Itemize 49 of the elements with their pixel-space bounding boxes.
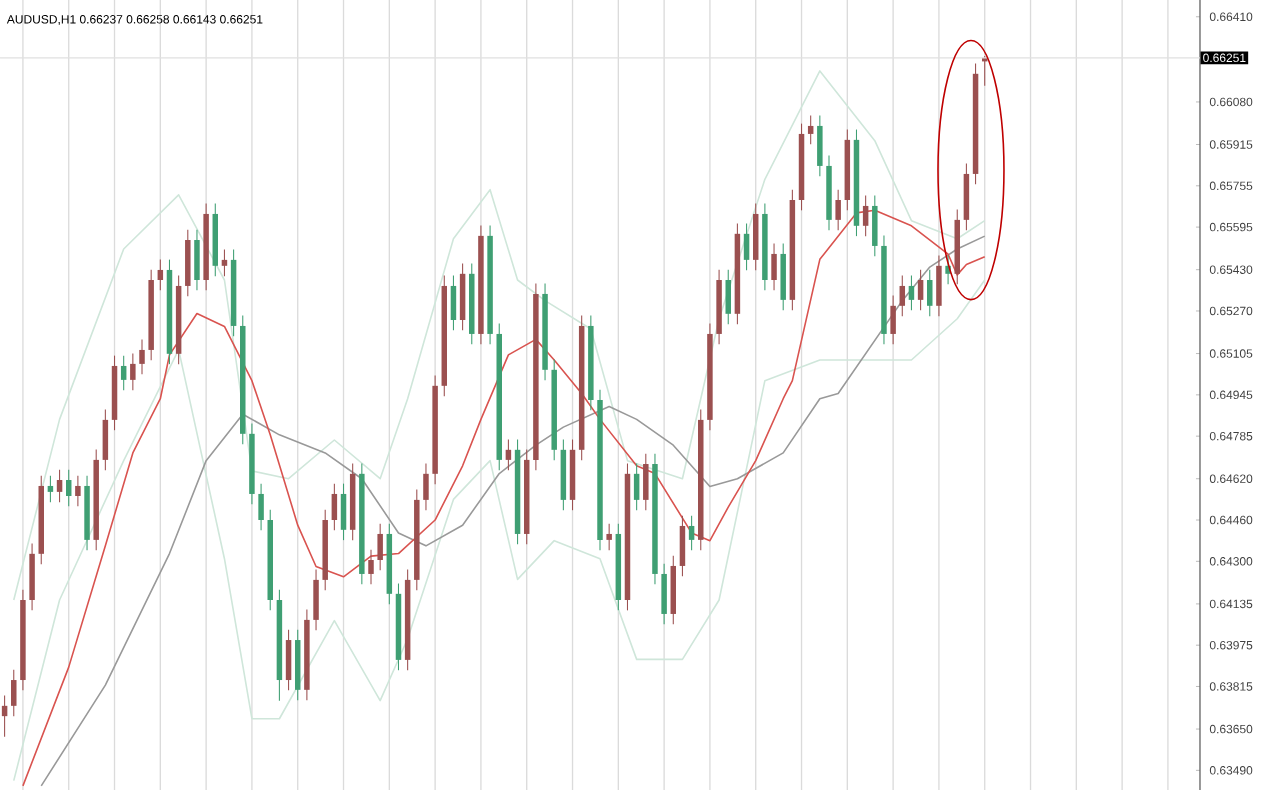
candlestick (29, 542, 35, 611)
candlestick (185, 229, 191, 297)
candlestick (313, 569, 319, 631)
candlestick (65, 469, 72, 507)
candlestick (221, 249, 228, 277)
candlestick (771, 243, 777, 291)
candlestick (331, 483, 338, 531)
candlestick (423, 462, 429, 511)
candlestick (633, 462, 640, 511)
candlestick (450, 275, 457, 331)
candlestick (459, 262, 466, 331)
candlestick (368, 549, 374, 585)
candlestick (936, 254, 942, 317)
candlestick (752, 203, 759, 271)
candlestick (75, 475, 81, 507)
candlestick (890, 294, 896, 345)
candlestick (56, 469, 63, 503)
candlestick (743, 222, 750, 271)
candlestick (377, 523, 383, 571)
candlestick (340, 483, 347, 541)
candlestick (157, 259, 164, 291)
candlestick (661, 563, 667, 625)
candlestick (780, 243, 786, 311)
candlestick (817, 115, 823, 177)
candlestick (643, 453, 649, 511)
candlestick (130, 353, 136, 391)
candlestick (927, 269, 933, 317)
candlestick (120, 355, 127, 391)
candlestick (917, 269, 924, 311)
candlestick (679, 515, 686, 577)
candlestick (194, 229, 200, 291)
candlestick (908, 275, 915, 311)
candlestick (606, 523, 612, 551)
candlestick (872, 195, 878, 257)
candlestick (505, 438, 512, 471)
candlestick (725, 269, 731, 325)
candlestick (807, 115, 814, 145)
candlestick (11, 669, 17, 717)
candlestick (258, 483, 264, 531)
candlestick (688, 515, 695, 551)
candlestick (670, 555, 677, 625)
candlestick (862, 195, 869, 237)
candlestick (139, 339, 145, 375)
candlestick (47, 475, 54, 503)
candlestick (899, 275, 906, 317)
candlestick (835, 189, 841, 231)
candlestick (285, 629, 292, 691)
candlestick (963, 163, 970, 231)
candlestick (102, 409, 109, 471)
